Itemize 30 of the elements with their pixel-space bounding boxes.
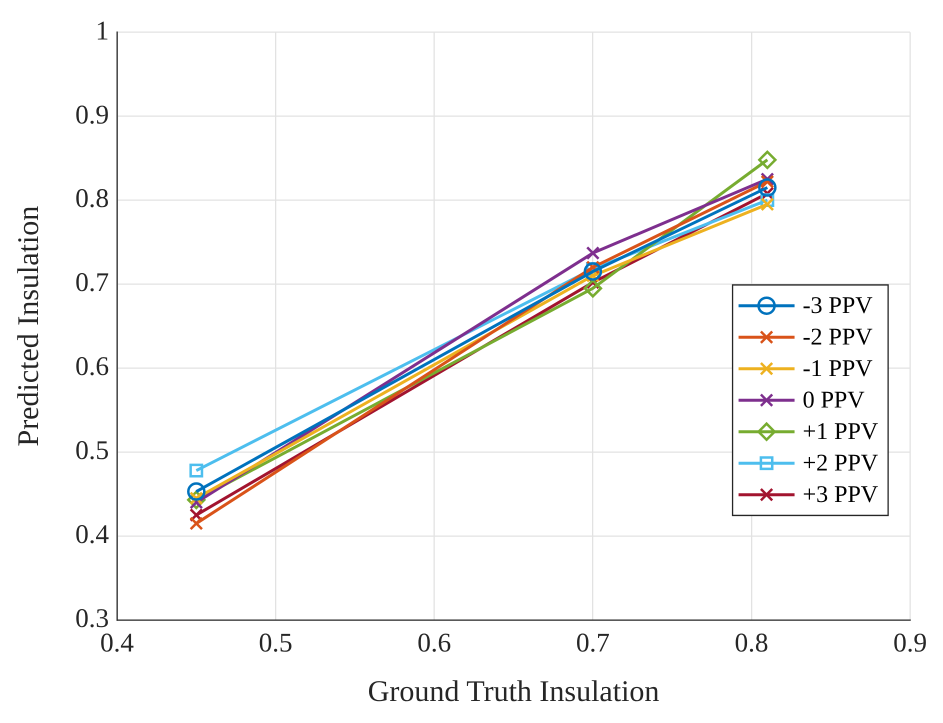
legend-label: +1 PPV: [802, 419, 879, 445]
y-tick-label: 0.4: [75, 519, 110, 550]
y-tick-label: 0.5: [75, 435, 109, 466]
y-tick-label: 0.7: [75, 267, 109, 298]
x-tick-label: 0.6: [417, 627, 452, 658]
legend-label: +3 PPV: [802, 482, 879, 508]
point: [187, 482, 206, 501]
point: [584, 262, 602, 281]
y-axis-title: Predicted Insulation: [12, 206, 45, 446]
legend-label: -1 PPV: [802, 356, 874, 382]
y-tick-label: 0.6: [75, 351, 109, 382]
x-axis-title: Ground Truth Insulation: [368, 674, 660, 708]
point: [760, 197, 774, 212]
y-tick-label: 0.8: [75, 183, 109, 214]
x-tick-label: 0.9: [893, 627, 927, 658]
legend-label: +2 PPV: [802, 450, 879, 476]
point: [584, 279, 602, 298]
point: [586, 246, 600, 260]
legend-label: -3 PPV: [802, 293, 874, 319]
point: [758, 150, 777, 170]
legend-label: 0 PPV: [802, 388, 866, 414]
x-tick-label: 0.8: [734, 627, 768, 658]
x-tick-label: 0.5: [258, 627, 292, 658]
legend-label: -2 PPV: [802, 324, 874, 350]
y-tick-label: 1: [96, 15, 109, 46]
y-tick-label: 0.9: [75, 99, 109, 130]
point: [189, 464, 204, 478]
x-tick-label: 0.7: [576, 627, 610, 658]
point: [758, 178, 777, 197]
point: [189, 516, 204, 530]
